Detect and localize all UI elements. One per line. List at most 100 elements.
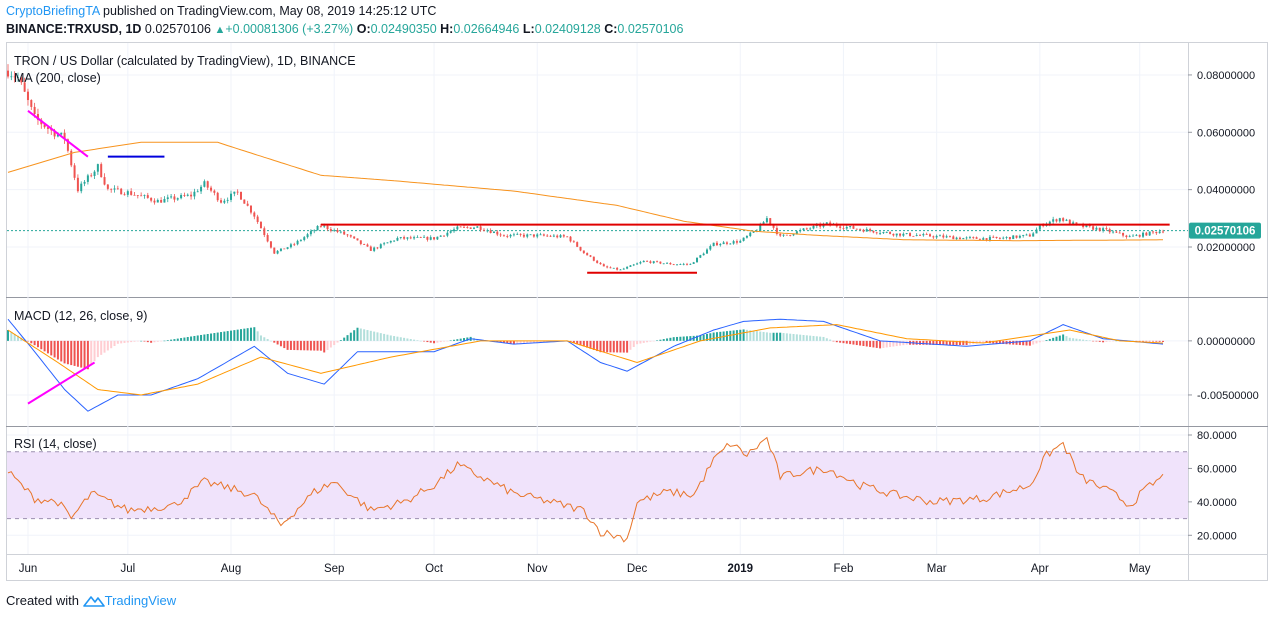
macd-histogram-bar xyxy=(73,340,76,366)
candle-body xyxy=(1112,231,1115,233)
macd-histogram-bar xyxy=(609,340,612,353)
macd-histogram-bar xyxy=(765,332,768,341)
candle-body xyxy=(556,235,559,238)
candle-body xyxy=(173,196,176,200)
candle-body xyxy=(56,134,59,137)
candle-body xyxy=(978,238,981,240)
candle-body xyxy=(416,237,419,238)
candle-body xyxy=(36,114,39,120)
candle-body xyxy=(912,235,915,237)
macd-histogram-bar xyxy=(606,340,609,353)
candle-body xyxy=(1158,231,1161,234)
macd-histogram-bar xyxy=(313,340,316,351)
candle-body xyxy=(1128,236,1131,238)
candle-body xyxy=(1148,231,1151,236)
ohlc-header: BINANCE:TRXUSD, 1D 0.02570106 ▲+0.000813… xyxy=(6,22,683,36)
macd-histogram-bar xyxy=(30,340,33,344)
candle-body xyxy=(1088,225,1091,227)
macd-histogram-bar xyxy=(1162,340,1164,342)
candle-body xyxy=(403,237,406,239)
candle-body xyxy=(642,260,645,263)
macd-histogram-bar xyxy=(792,334,795,341)
time-tick-label: Sep xyxy=(324,563,344,575)
macd-histogram-bar xyxy=(586,340,589,348)
candle-body xyxy=(719,244,722,246)
macd-histogram-bar xyxy=(719,331,722,341)
candle-body xyxy=(502,235,505,237)
candle-body xyxy=(429,237,432,240)
candle-body xyxy=(1118,232,1121,234)
macd-histogram-bar xyxy=(686,336,689,341)
macd-histogram-bar xyxy=(150,340,153,343)
candle-body xyxy=(1138,234,1141,237)
macd-histogram-bar xyxy=(576,340,579,345)
macd-histogram-bar xyxy=(446,340,449,342)
macd-histogram-bar xyxy=(60,340,63,362)
candle-body xyxy=(43,124,46,128)
macd-histogram xyxy=(7,327,1164,370)
macd-histogram-bar xyxy=(659,339,662,341)
candle-body xyxy=(456,226,459,230)
macd-histogram-bar xyxy=(752,330,755,341)
macd-histogram-bar xyxy=(869,340,872,347)
macd-histogram-bar xyxy=(433,340,436,344)
author-link[interactable]: CryptoBriefingTA xyxy=(6,4,100,18)
macd-histogram-bar xyxy=(636,340,639,345)
macd-histogram-bar xyxy=(143,340,146,342)
candlestick-series xyxy=(7,64,1164,271)
macd-line xyxy=(7,318,1164,412)
candle-body xyxy=(872,230,875,233)
low-value: 0.02409128 xyxy=(534,22,601,36)
footer-brand-link[interactable]: TradingView xyxy=(104,593,177,608)
candle-body xyxy=(569,236,572,242)
trendline-drawings[interactable] xyxy=(27,109,1170,405)
macd-histogram-bar xyxy=(353,330,356,341)
macd-histogram-bar xyxy=(985,340,988,343)
candle-body xyxy=(472,227,475,229)
macd-histogram-bar xyxy=(612,340,615,353)
time-tick-label: Feb xyxy=(834,563,854,575)
macd-histogram-bar xyxy=(96,340,99,358)
macd-histogram-bar xyxy=(978,340,981,344)
candle-body xyxy=(396,237,399,241)
candle-body xyxy=(206,181,209,188)
macd-histogram-bar xyxy=(36,340,39,348)
macd-histogram-bar xyxy=(343,337,346,341)
candle-body xyxy=(1012,235,1015,240)
macd-histogram-bar xyxy=(879,340,882,349)
candle-body xyxy=(932,236,935,238)
candle-body xyxy=(745,235,748,238)
candle-body xyxy=(1095,227,1098,230)
candle-body xyxy=(216,192,219,201)
candle-body xyxy=(1102,228,1105,231)
candle-body xyxy=(1005,236,1008,238)
macd-histogram-bar xyxy=(1052,337,1055,341)
candle-body xyxy=(682,263,685,265)
macd-histogram-bar xyxy=(1022,340,1025,346)
macd-histogram-bar xyxy=(835,340,838,343)
macd-histogram-bar xyxy=(346,335,349,341)
candle-body xyxy=(519,233,522,235)
candle-body xyxy=(589,255,592,257)
candle-body xyxy=(958,237,961,240)
macd-histogram-bar xyxy=(1065,336,1068,341)
macd-histogram-bar xyxy=(616,340,619,353)
macd-histogram-bar xyxy=(669,337,672,341)
candle-body xyxy=(869,229,872,231)
macd-histogram-bar xyxy=(160,340,163,342)
candle-body xyxy=(672,264,675,266)
candle-body xyxy=(143,195,146,196)
macd-histogram-bar xyxy=(419,340,422,342)
candle-body xyxy=(453,229,456,232)
macd-histogram-bar xyxy=(393,336,396,341)
macd-histogram-bar xyxy=(762,331,765,341)
time-tick-label: Jul xyxy=(120,563,135,575)
candle-body xyxy=(1152,231,1155,233)
candle-body xyxy=(393,240,396,242)
macd-histogram-bar xyxy=(223,331,226,341)
candle-body xyxy=(972,237,975,239)
macd-histogram-bar xyxy=(176,338,179,341)
macd-histogram-bar xyxy=(1015,340,1018,345)
macd-histogram-bar xyxy=(809,335,812,341)
